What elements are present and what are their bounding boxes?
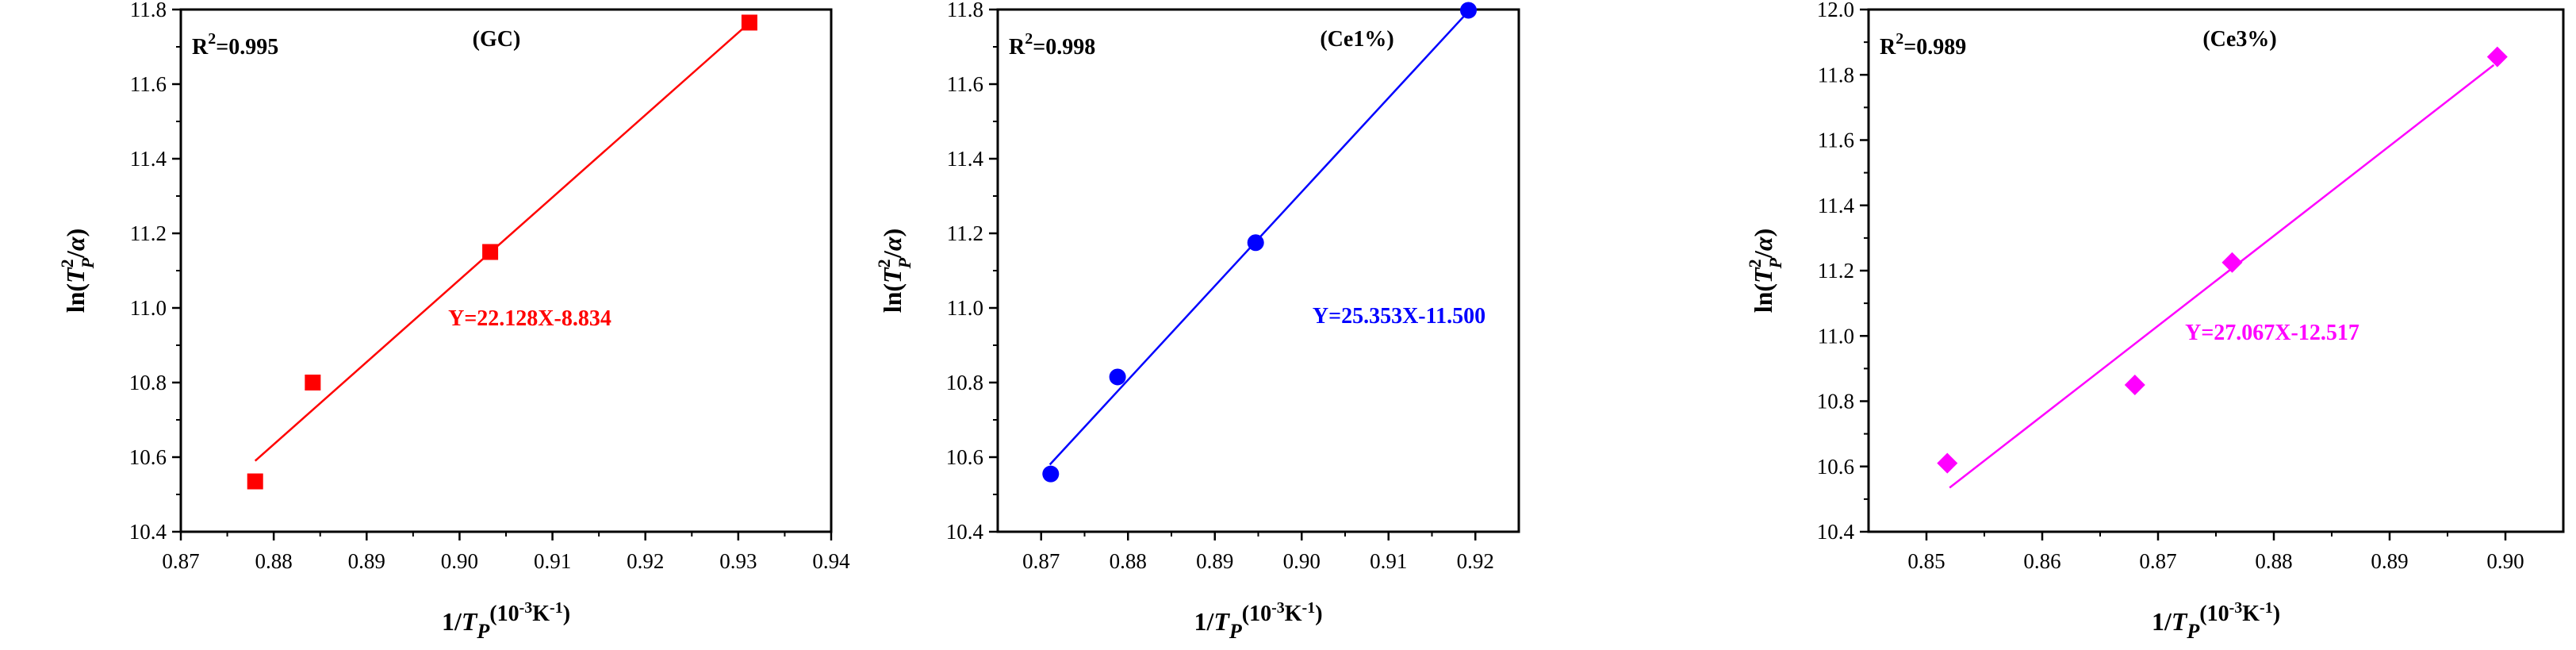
fit-line — [254, 23, 749, 462]
y-tick-label: 11.2 — [130, 221, 167, 245]
r-squared-letter: R — [1009, 35, 1025, 60]
data-point — [247, 473, 263, 490]
x-axis-label: 1/TP(10-3K-1) — [1194, 599, 1322, 643]
y-tick-label: 10.4 — [129, 520, 167, 544]
x-tick-label: 0.85 — [1907, 549, 1945, 573]
r-squared-label: R2=0.995 — [192, 30, 278, 60]
y-tick-label: 10.6 — [1817, 455, 1854, 479]
x-tick-label: 0.87 — [1022, 549, 1060, 573]
y-tick-label: 11.2 — [947, 221, 983, 245]
x-tick-label: 0.90 — [2486, 549, 2524, 573]
data-point — [2124, 374, 2145, 395]
r-squared-value: =0.989 — [1903, 35, 1966, 60]
y-tick-label: 11.8 — [947, 0, 983, 21]
x-tick-label: 0.94 — [812, 549, 850, 573]
data-point — [1459, 2, 1477, 19]
data-point — [482, 244, 499, 260]
y-tick-label: 11.0 — [947, 296, 983, 320]
data-point — [1109, 368, 1126, 386]
y-tick-label: 11.0 — [1818, 324, 1854, 348]
x-tick-label: 0.89 — [348, 549, 385, 573]
y-tick-label: 11.6 — [130, 72, 167, 96]
y-tick-label: 10.6 — [129, 445, 167, 469]
y-tick-label: 11.6 — [947, 72, 983, 96]
r-squared-exponent: 2 — [1025, 30, 1033, 48]
x-tick-label: 0.87 — [162, 549, 199, 573]
panel-title: (Ce1%) — [1320, 27, 1393, 52]
x-tick-label: 0.89 — [1196, 549, 1233, 573]
data-point — [2221, 252, 2243, 273]
y-tick-label: 11.6 — [1818, 129, 1854, 152]
y-tick-label: 10.8 — [946, 371, 983, 394]
y-tick-label: 11.0 — [130, 296, 167, 320]
y-tick-label: 10.8 — [129, 371, 167, 394]
x-tick-label: 0.90 — [1283, 549, 1321, 573]
data-point — [741, 14, 757, 31]
x-tick-label: 0.87 — [2139, 549, 2176, 573]
fit-equation: Y=25.353X-11.500 — [1313, 304, 1485, 329]
x-tick-label: 0.92 — [1457, 549, 1494, 573]
x-tick-label: 0.86 — [2023, 549, 2060, 573]
y-tick-label: 10.4 — [946, 520, 984, 544]
chart-panel-1: 0.87 0.88 0.89 0.90 0.91 0.92 0.93 0.94 10.4 10.6… — [57, 0, 850, 643]
fit-line — [1949, 63, 2495, 489]
x-tick-label: 0.88 — [1110, 549, 1147, 573]
panel-title: (Ce3%) — [2202, 27, 2276, 52]
y-tick-label: 11.8 — [130, 0, 167, 21]
x-tick-label: 0.91 — [534, 549, 571, 573]
chart-panel-3: 0.85 0.86 0.87 0.88 0.89 0.90 10.4 10.6 10.8 11.0… — [1745, 0, 2565, 643]
plot-frame — [996, 8, 1520, 533]
data-point — [1247, 234, 1264, 252]
fit-equation: Y=27.067X-12.517 — [2185, 321, 2359, 345]
plot-frame — [1867, 8, 2565, 533]
y-tick-label: 10.8 — [1817, 390, 1854, 413]
y-tick-label: 11.4 — [947, 147, 984, 171]
r-squared-letter: R — [192, 35, 209, 60]
x-axis-label: 1/TP(10-3K-1) — [2152, 599, 2280, 643]
r-squared-letter: R — [1880, 35, 1896, 60]
x-tick-label: 0.93 — [719, 549, 757, 573]
data-point — [305, 375, 321, 390]
y-tick-label: 11.4 — [1818, 194, 1855, 217]
r-squared-exponent: 2 — [1896, 30, 1903, 48]
data-point — [2486, 46, 2508, 67]
x-tick-label: 0.91 — [1370, 549, 1407, 573]
r-squared-value: =0.995 — [216, 35, 278, 60]
x-tick-label: 0.92 — [627, 549, 664, 573]
data-point — [1042, 465, 1060, 483]
x-tick-label: 0.88 — [255, 549, 293, 573]
panel-title: (GC) — [473, 27, 521, 52]
y-tick-label: 12.0 — [1817, 0, 1854, 21]
r-squared-exponent: 2 — [208, 30, 216, 48]
r-squared-label: R2=0.998 — [1009, 30, 1095, 60]
y-axis-label: ln(T2P/α) — [1745, 229, 1785, 313]
y-tick-label: 10.6 — [946, 445, 983, 469]
y-tick-label: 11.4 — [130, 147, 167, 171]
x-axis-label: 1/TP(10-3K-1) — [442, 599, 570, 643]
y-axis-label: ln(T2P/α) — [874, 229, 914, 313]
r-squared-label: R2=0.989 — [1880, 30, 1966, 60]
y-tick-label: 11.2 — [1818, 259, 1854, 283]
x-tick-label: 0.88 — [2255, 549, 2292, 573]
y-tick-label: 10.4 — [1817, 520, 1855, 544]
r-squared-value: =0.998 — [1033, 35, 1095, 60]
y-axis-label: ln(T2P/α) — [57, 229, 98, 313]
plot-frame — [179, 8, 833, 533]
chart-panel-2: 0.87 0.88 0.89 0.90 0.91 0.92 10.4 10.6 10.8 11.0… — [874, 0, 1520, 643]
x-tick-label: 0.89 — [2371, 549, 2408, 573]
y-tick-label: 11.8 — [1818, 63, 1854, 87]
fit-equation: Y=22.128X-8.834 — [448, 306, 611, 331]
data-point — [1937, 452, 1958, 474]
x-tick-label: 0.90 — [441, 549, 478, 573]
